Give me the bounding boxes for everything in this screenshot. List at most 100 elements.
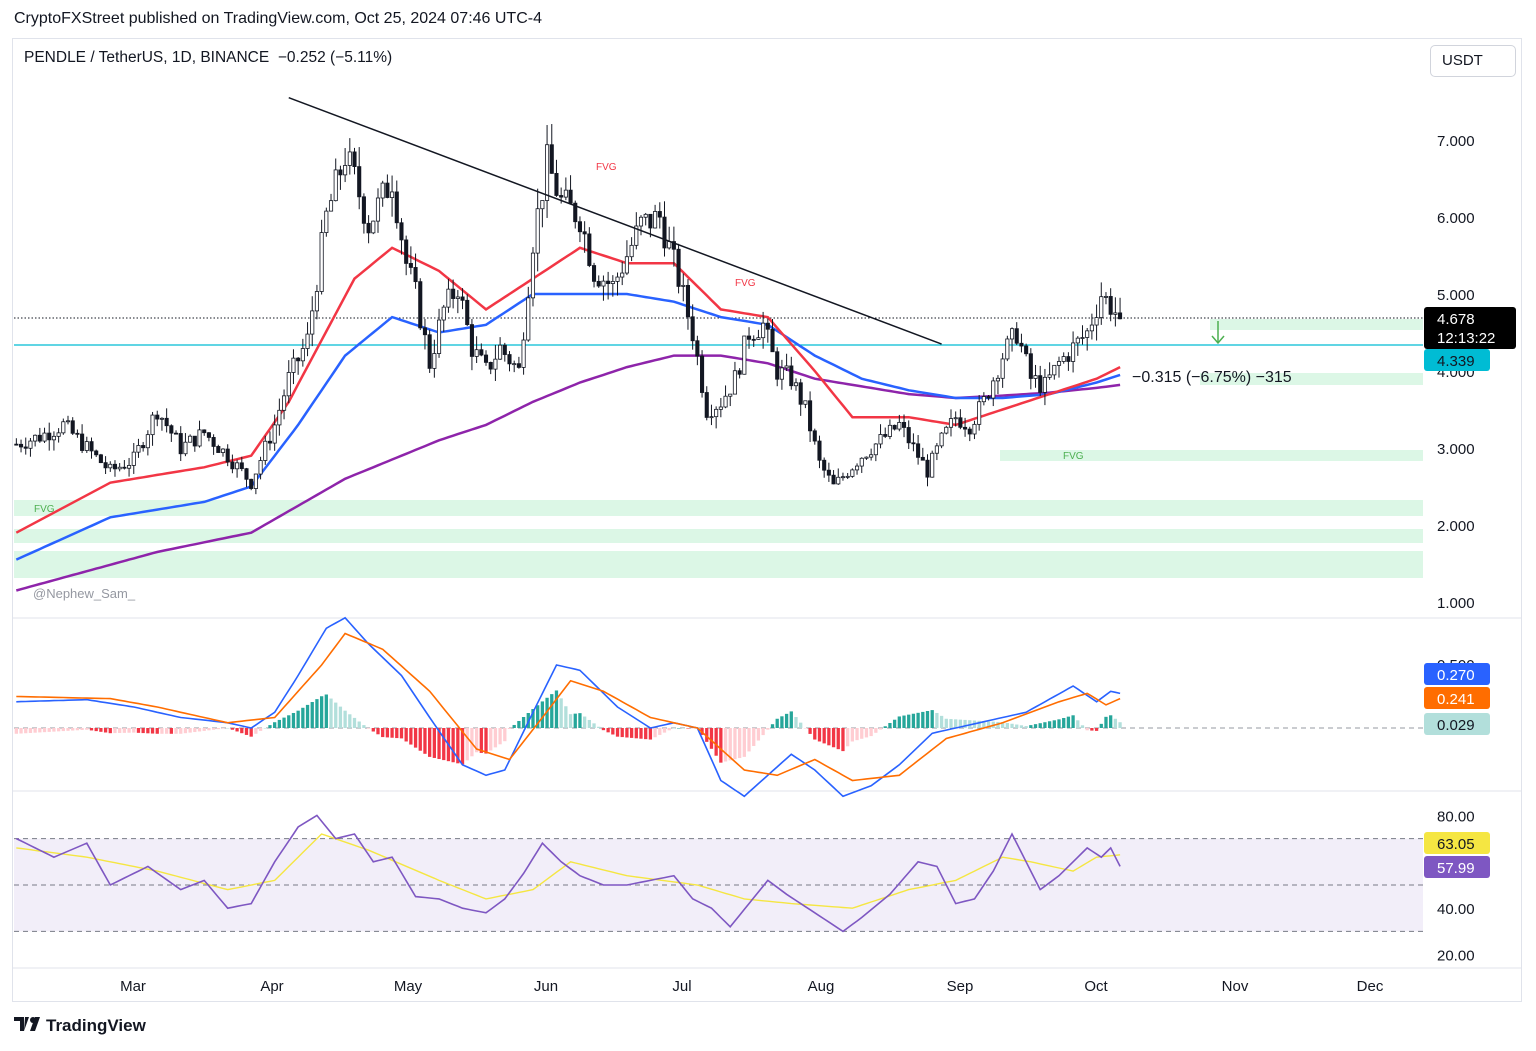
candles-group [14,124,1123,495]
candle [878,434,883,445]
macd-histogram-bar [869,728,873,737]
macd-histogram-bar [376,728,380,735]
macd-histogram-bar [141,728,145,734]
macd-histogram-bar [639,728,643,739]
candle [653,211,658,229]
candle [244,468,249,480]
macd-histogram-bar [1118,722,1122,728]
macd-histogram-bar [803,728,808,729]
rsi-value-tag [1424,856,1490,878]
candle [798,382,803,405]
candle [563,189,568,198]
macd-histogram-bar [930,710,934,728]
candle [131,451,136,466]
macd-histogram-bar [662,728,667,733]
macd-histogram-bar [357,721,361,728]
macd-histogram-bar [385,728,390,738]
macd-histogram-bar [1071,715,1075,728]
macd-histogram-bar [99,728,103,732]
candle [14,443,19,446]
candle [235,462,240,470]
candle [822,459,827,471]
macd-histogram-bar [911,713,916,728]
candle [136,445,141,453]
rsi-axis-tick: 20.00 [1437,948,1475,965]
candle [404,239,409,264]
macd-histogram-bar [183,728,188,734]
candle [94,450,99,456]
candle [253,473,258,489]
candle [28,440,33,449]
fvg-zone [1200,373,1423,385]
symbol-name: PENDLE / TetherUS, 1D, BINANCE [24,49,270,66]
candle [65,420,71,423]
macd-histogram-bar [418,728,422,751]
measure-label: −0.315 (−6.75%) −315 [1132,369,1292,386]
price-axis-tick: 7.000 [1437,133,1475,150]
macd-histogram-bar [235,728,239,732]
candle [507,354,512,365]
candle [122,466,127,469]
publish-header: CryptoFXStreet published on TradingView.… [14,10,542,27]
candle [1024,345,1029,355]
rsi-line [15,814,1121,933]
macd-histogram-bar [686,728,690,729]
candle [756,337,761,340]
macd-histogram-bar [85,728,89,730]
macd-histogram-bar [691,728,695,729]
candle [296,357,301,362]
candle [521,339,526,368]
candle [197,429,202,447]
candle [1038,375,1043,393]
candle [681,284,686,287]
candle [483,354,489,363]
macd-histogram-bar [648,728,653,740]
x-axis-label: Mar [120,978,146,995]
macd-histogram-bar [564,706,568,728]
macd-histogram-bar [1001,722,1005,728]
candle [864,456,869,459]
candle [1113,312,1118,315]
macd-histogram-bar [578,713,582,728]
candle [47,432,52,441]
candle [808,400,813,432]
macd-histogram-bar [132,728,136,733]
candle [220,448,226,453]
macd-histogram-bar [1024,726,1028,728]
candle [98,454,103,464]
macd-histogram-bar [752,728,756,746]
candle [963,426,968,430]
candle [657,211,662,218]
candle [202,429,207,434]
candle [1094,317,1099,326]
macd-histogram-bar [907,714,911,728]
macd-histogram-bar [291,712,296,728]
macd-histogram-bar [540,701,545,728]
macd-histogram-bar [597,726,601,728]
currency-button[interactable]: USDT [1430,45,1516,77]
macd-histogram-bar [841,728,845,752]
candle [887,424,892,437]
macd-histogram-bar [517,720,521,728]
candle [352,151,357,167]
macd-histogram-bar [681,728,685,729]
macd-histogram-bar [817,728,822,742]
candle [676,248,681,287]
ema-20-line [15,246,1121,534]
candle [972,423,977,435]
candle [948,418,954,428]
candle [460,296,465,301]
macd-histogram-bar [916,712,920,728]
macd-histogram-bar [399,728,404,739]
candle [422,327,428,336]
candle [1019,342,1024,347]
candle [671,241,676,250]
candle [1052,364,1057,376]
candle [150,414,155,436]
macd-histogram-bar [174,728,178,734]
macd-line [16,616,1121,798]
candle [263,440,268,461]
macd-histogram-bar [503,728,507,742]
candle [1056,361,1062,366]
